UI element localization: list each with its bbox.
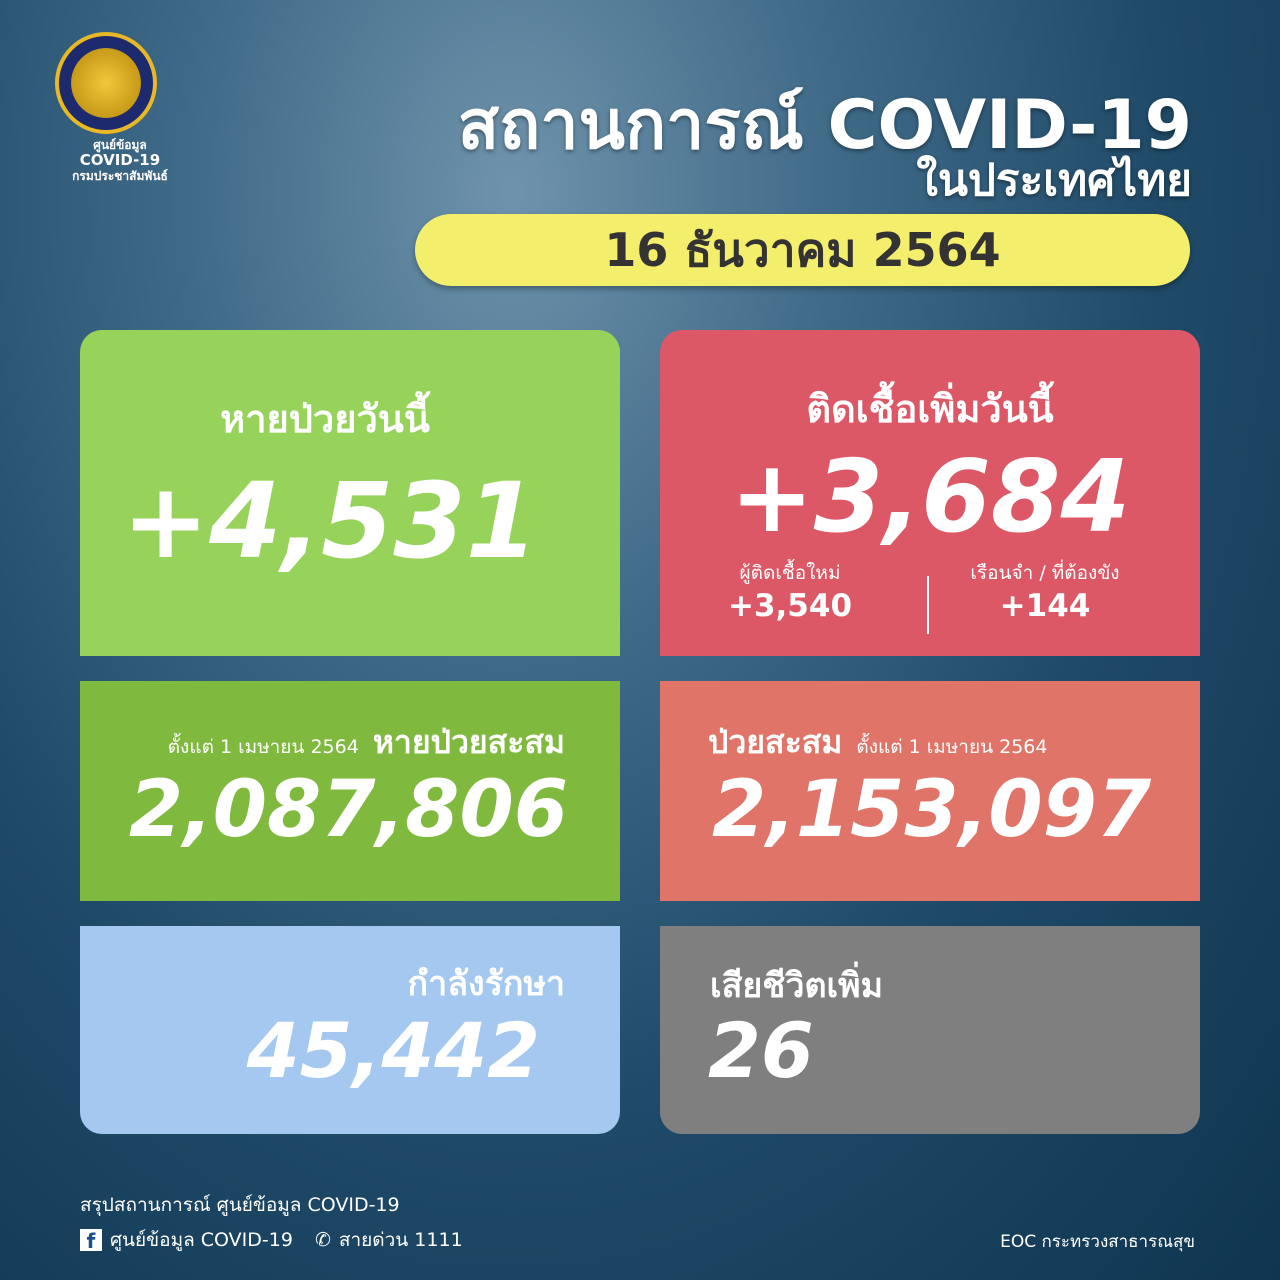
recovered-total-since: ตั้งแต่ 1 เมษายน 2564 bbox=[167, 736, 359, 758]
facebook-page-link[interactable]: ศูนย์ข้อมูล COVID-19 bbox=[110, 1229, 293, 1251]
footer-summary: สรุปสถานการณ์ ศูนย์ข้อมูล COVID-19 bbox=[80, 1194, 400, 1216]
new-prison-label: เรือนจำ / ที่ต้องขัง bbox=[970, 562, 1120, 584]
footer-source: EOC กระทรวงสาธารณสุข bbox=[1000, 1232, 1195, 1252]
new-cases-value: +3,684 bbox=[729, 438, 1131, 555]
deaths-label: เสียชีวิตเพิ่ม bbox=[710, 966, 883, 1006]
phone-icon: ✆ bbox=[314, 1229, 331, 1251]
recovered-total-value: 2,087,806 bbox=[128, 765, 568, 855]
facebook-icon: f bbox=[80, 1229, 102, 1251]
new-cases-label: ติดเชื้อเพิ่มวันนี้ bbox=[806, 387, 1054, 431]
logo-line3: กรมประชาสัมพันธ์ bbox=[72, 169, 168, 183]
government-seal-logo bbox=[55, 32, 157, 134]
recovered-today-card: หายป่วยวันนี้ +4,531 bbox=[80, 330, 620, 656]
deaths-card: เสียชีวิตเพิ่ม 26 bbox=[660, 926, 1200, 1134]
cases-total-card: ป่วยสะสม ตั้งแต่ 1 เมษายน 2564 2,153,097 bbox=[660, 681, 1200, 901]
recovered-total-card: ตั้งแต่ 1 เมษายน 2564 หายป่วยสะสม 2,087,… bbox=[80, 681, 620, 901]
logo-line1: ศูนย์ข้อมูล bbox=[93, 138, 147, 152]
new-local-label: ผู้ติดเชื้อใหม่ bbox=[739, 562, 841, 584]
new-cases-card: ติดเชื้อเพิ่มวันนี้ +3,684 ผู้ติดเชื้อให… bbox=[660, 330, 1200, 656]
deaths-value: 26 bbox=[708, 1006, 814, 1095]
new-local-cases: ผู้ติดเชื้อใหม่ +3,540 bbox=[700, 558, 880, 624]
date-banner: 16 ธันวาคม 2564 bbox=[415, 214, 1190, 286]
cases-total-since: ตั้งแต่ 1 เมษายน 2564 bbox=[856, 736, 1048, 758]
page-title: สถานการณ์ COVID-19 bbox=[457, 86, 1192, 165]
cases-total-value: 2,153,097 bbox=[712, 765, 1152, 855]
in-treatment-card: กำลังรักษา 45,442 bbox=[80, 926, 620, 1134]
logo-line2: COVID-19 bbox=[79, 151, 161, 169]
new-local-value: +3,540 bbox=[727, 588, 853, 624]
in-treatment-label: กำลังรักษา bbox=[407, 964, 565, 1004]
cases-total-label: ป่วยสะสม bbox=[708, 723, 843, 761]
new-prison-value: +144 bbox=[999, 588, 1091, 624]
divider bbox=[927, 576, 929, 634]
in-treatment-value: 45,442 bbox=[246, 1006, 540, 1095]
recovered-today-value: +4,531 bbox=[121, 460, 539, 582]
recovered-today-label: หายป่วยวันนี้ bbox=[220, 397, 430, 441]
new-prison-cases: เรือนจำ / ที่ต้องขัง +144 bbox=[960, 558, 1130, 624]
recovered-total-label: หายป่วยสะสม bbox=[372, 723, 565, 761]
hotline-text: สายด่วน 1111 bbox=[338, 1229, 463, 1251]
page-subtitle: ในประเทศไทย bbox=[916, 155, 1192, 206]
logo-caption: ศูนย์ข้อมูล COVID-19 กรมประชาสัมพันธ์ bbox=[40, 138, 200, 183]
